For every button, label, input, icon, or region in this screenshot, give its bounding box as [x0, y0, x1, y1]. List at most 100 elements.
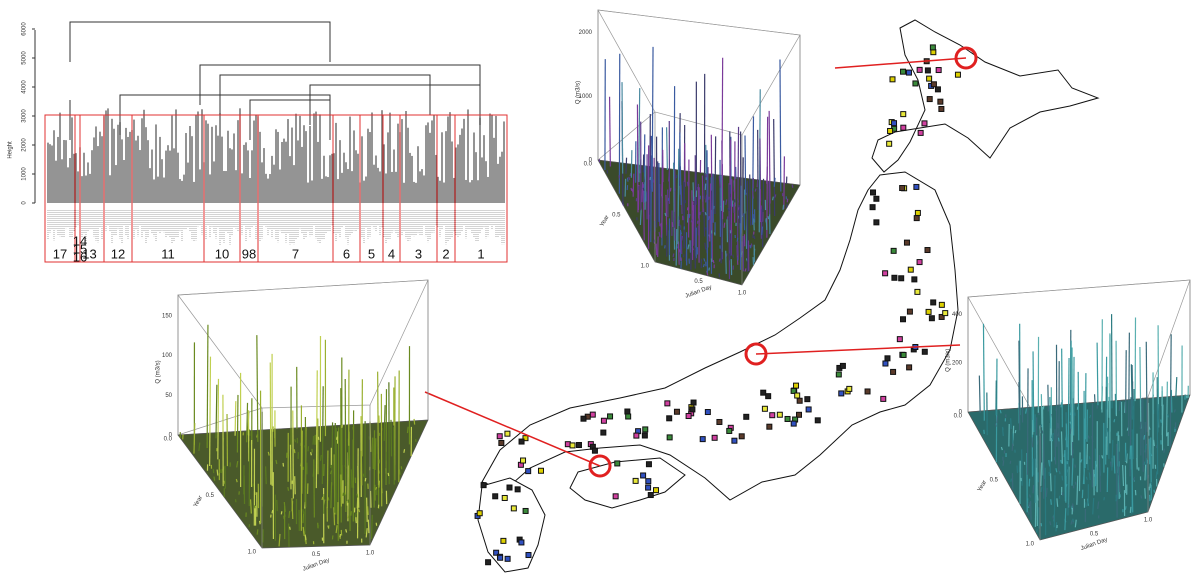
station — [592, 448, 597, 453]
cluster-label: 1 — [477, 246, 484, 261]
surface-spike — [1146, 342, 1147, 432]
station — [865, 389, 870, 394]
surface-spike — [1017, 465, 1018, 473]
surface-spike — [337, 437, 338, 440]
surface-spike — [662, 176, 663, 234]
station — [646, 462, 651, 467]
station — [486, 560, 491, 565]
station — [913, 81, 918, 86]
surface-spike — [1053, 516, 1054, 519]
station — [686, 414, 691, 419]
cluster-label: 16 — [73, 249, 87, 264]
surface-spike — [394, 427, 395, 484]
surface-spike — [1054, 475, 1055, 527]
station — [646, 485, 651, 490]
station — [840, 363, 845, 368]
surface-spike — [1114, 456, 1115, 474]
surface-spike — [1031, 501, 1032, 520]
surface-spike — [751, 243, 752, 246]
station — [497, 434, 502, 439]
z-tick-label: 50 — [165, 393, 172, 399]
surface-spike — [268, 452, 269, 456]
surface-spike — [691, 219, 692, 222]
surface-spike — [1144, 435, 1145, 440]
surface-spike — [622, 82, 623, 173]
y-tick-label: 4000 — [22, 80, 28, 94]
surface-spike — [1041, 487, 1042, 492]
surface-spike — [667, 225, 668, 257]
station — [732, 438, 737, 443]
surface-spike — [1096, 488, 1097, 491]
box-top — [178, 280, 428, 408]
station — [883, 271, 888, 276]
surface-spike — [1062, 349, 1063, 428]
station — [667, 435, 672, 440]
surface-spike — [235, 401, 236, 436]
surface-spike — [693, 201, 694, 210]
station — [507, 485, 512, 490]
station — [674, 409, 679, 414]
surface-spike — [277, 500, 278, 511]
station — [608, 414, 613, 419]
surface-spike — [732, 201, 733, 207]
surface-spike — [1043, 406, 1044, 409]
surface-spike — [289, 511, 290, 518]
surface-spike — [1110, 462, 1111, 467]
surface-spike — [272, 510, 273, 513]
surface-spike — [1161, 420, 1162, 423]
box-edge — [598, 112, 655, 160]
z-tick-label: 150 — [162, 314, 173, 320]
x-tick-label: 0.5 — [1090, 532, 1099, 538]
surface-spike — [1089, 456, 1090, 459]
cluster-label: 2 — [442, 246, 449, 261]
y-axis-label: Height — [8, 141, 14, 159]
surface-spike — [704, 208, 705, 236]
surface-spike — [1033, 485, 1034, 493]
surface-spike — [1132, 365, 1133, 401]
y-tick-label: 0.5 — [206, 493, 215, 499]
surface-spike — [1133, 389, 1134, 459]
surface-spike — [1053, 433, 1054, 440]
station — [601, 418, 606, 423]
station — [900, 186, 905, 191]
surface-spike — [251, 499, 252, 513]
station — [477, 511, 482, 516]
station — [665, 401, 670, 406]
surface-spike — [1055, 429, 1056, 464]
surface-spike — [1069, 505, 1070, 508]
surface-spike — [1065, 450, 1066, 501]
station — [939, 302, 944, 307]
surface-spike — [715, 136, 716, 214]
surface-spike — [1164, 449, 1165, 453]
surface-spike — [767, 117, 768, 238]
station — [927, 76, 932, 81]
surface-spike — [288, 487, 289, 491]
surface-spike — [774, 178, 775, 187]
station — [601, 430, 606, 435]
surface-spike — [1041, 394, 1042, 427]
station — [892, 121, 897, 126]
x-tick-label: 1.0 — [1144, 518, 1153, 524]
dendrogram: 0100020003000400050006000Height171312111… — [8, 22, 507, 265]
surface-spike — [754, 218, 755, 231]
y-tick-label: 0.0 — [954, 414, 963, 420]
station — [615, 461, 620, 466]
station — [576, 443, 581, 448]
surface-spike — [1145, 465, 1146, 481]
surface-spike — [1019, 341, 1020, 425]
y-tick-label: 1.0 — [1026, 542, 1035, 548]
station — [908, 267, 913, 272]
station — [931, 82, 936, 87]
surface-spike — [610, 97, 611, 167]
station — [766, 394, 771, 399]
surface-spike — [713, 260, 714, 263]
station — [925, 68, 930, 73]
station — [794, 383, 799, 388]
surface-spike — [997, 416, 998, 424]
station — [922, 121, 927, 126]
surface-spike — [1154, 490, 1155, 493]
surface-spike — [290, 527, 291, 530]
surface-spike — [365, 478, 366, 481]
station — [761, 390, 766, 395]
surface-spike — [391, 420, 392, 457]
